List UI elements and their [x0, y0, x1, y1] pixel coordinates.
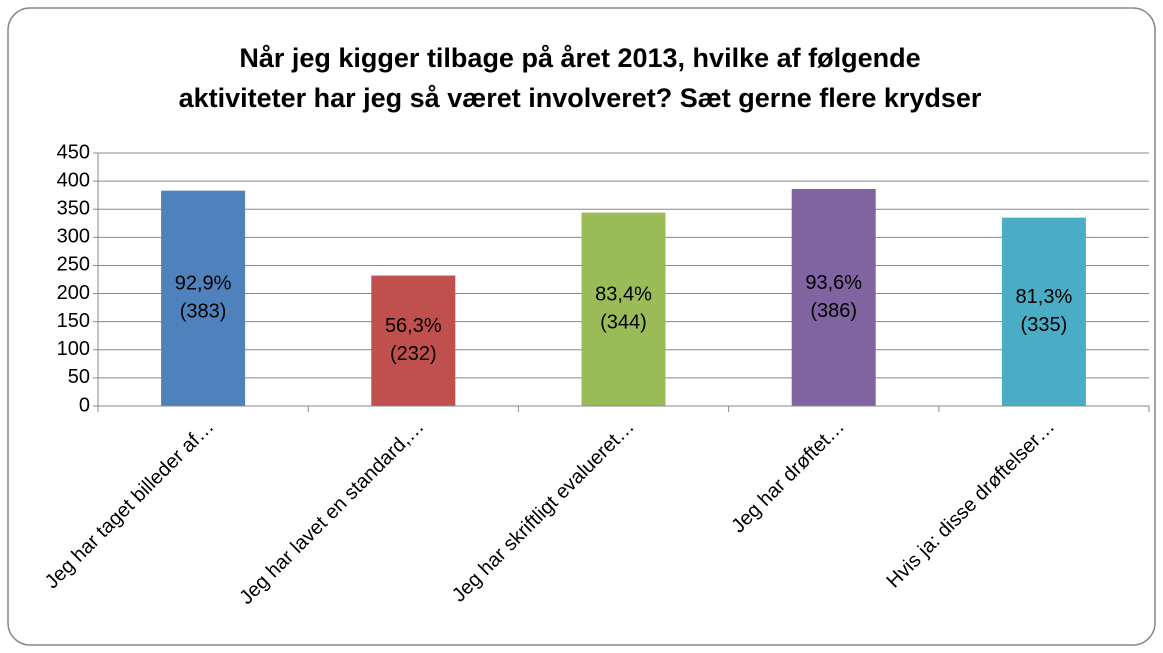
data-label: 93,6% — [805, 272, 862, 294]
data-label: (386) — [810, 300, 857, 322]
y-tick-label: 450 — [57, 141, 90, 163]
data-label: 92,9% — [175, 273, 232, 295]
y-tick-label: 250 — [57, 254, 90, 276]
y-tick-label: 400 — [57, 169, 90, 191]
bar — [1001, 217, 1086, 406]
data-label: 83,4% — [595, 284, 652, 306]
y-tick-label: 0 — [79, 394, 90, 416]
y-tick-label: 300 — [57, 226, 90, 248]
data-label: (383) — [180, 301, 227, 323]
y-tick-label: 350 — [57, 198, 90, 220]
data-label: 56,3% — [385, 315, 442, 337]
data-label: (232) — [390, 343, 437, 365]
y-tick-label: 150 — [57, 310, 90, 332]
bar — [161, 190, 246, 406]
chart-title: Når jeg kigger tilbage på året 2013, hvi… — [239, 43, 920, 73]
chart-title: aktiviteter har jeg så været involveret?… — [179, 83, 982, 113]
bar — [371, 275, 456, 406]
data-label: (335) — [1021, 314, 1068, 336]
y-tick-label: 50 — [68, 366, 90, 388]
data-label: 81,3% — [1016, 286, 1073, 308]
y-tick-label: 200 — [57, 282, 90, 304]
data-label: (344) — [600, 312, 647, 334]
y-tick-label: 100 — [57, 338, 90, 360]
bar — [791, 188, 876, 406]
bar — [581, 212, 666, 406]
